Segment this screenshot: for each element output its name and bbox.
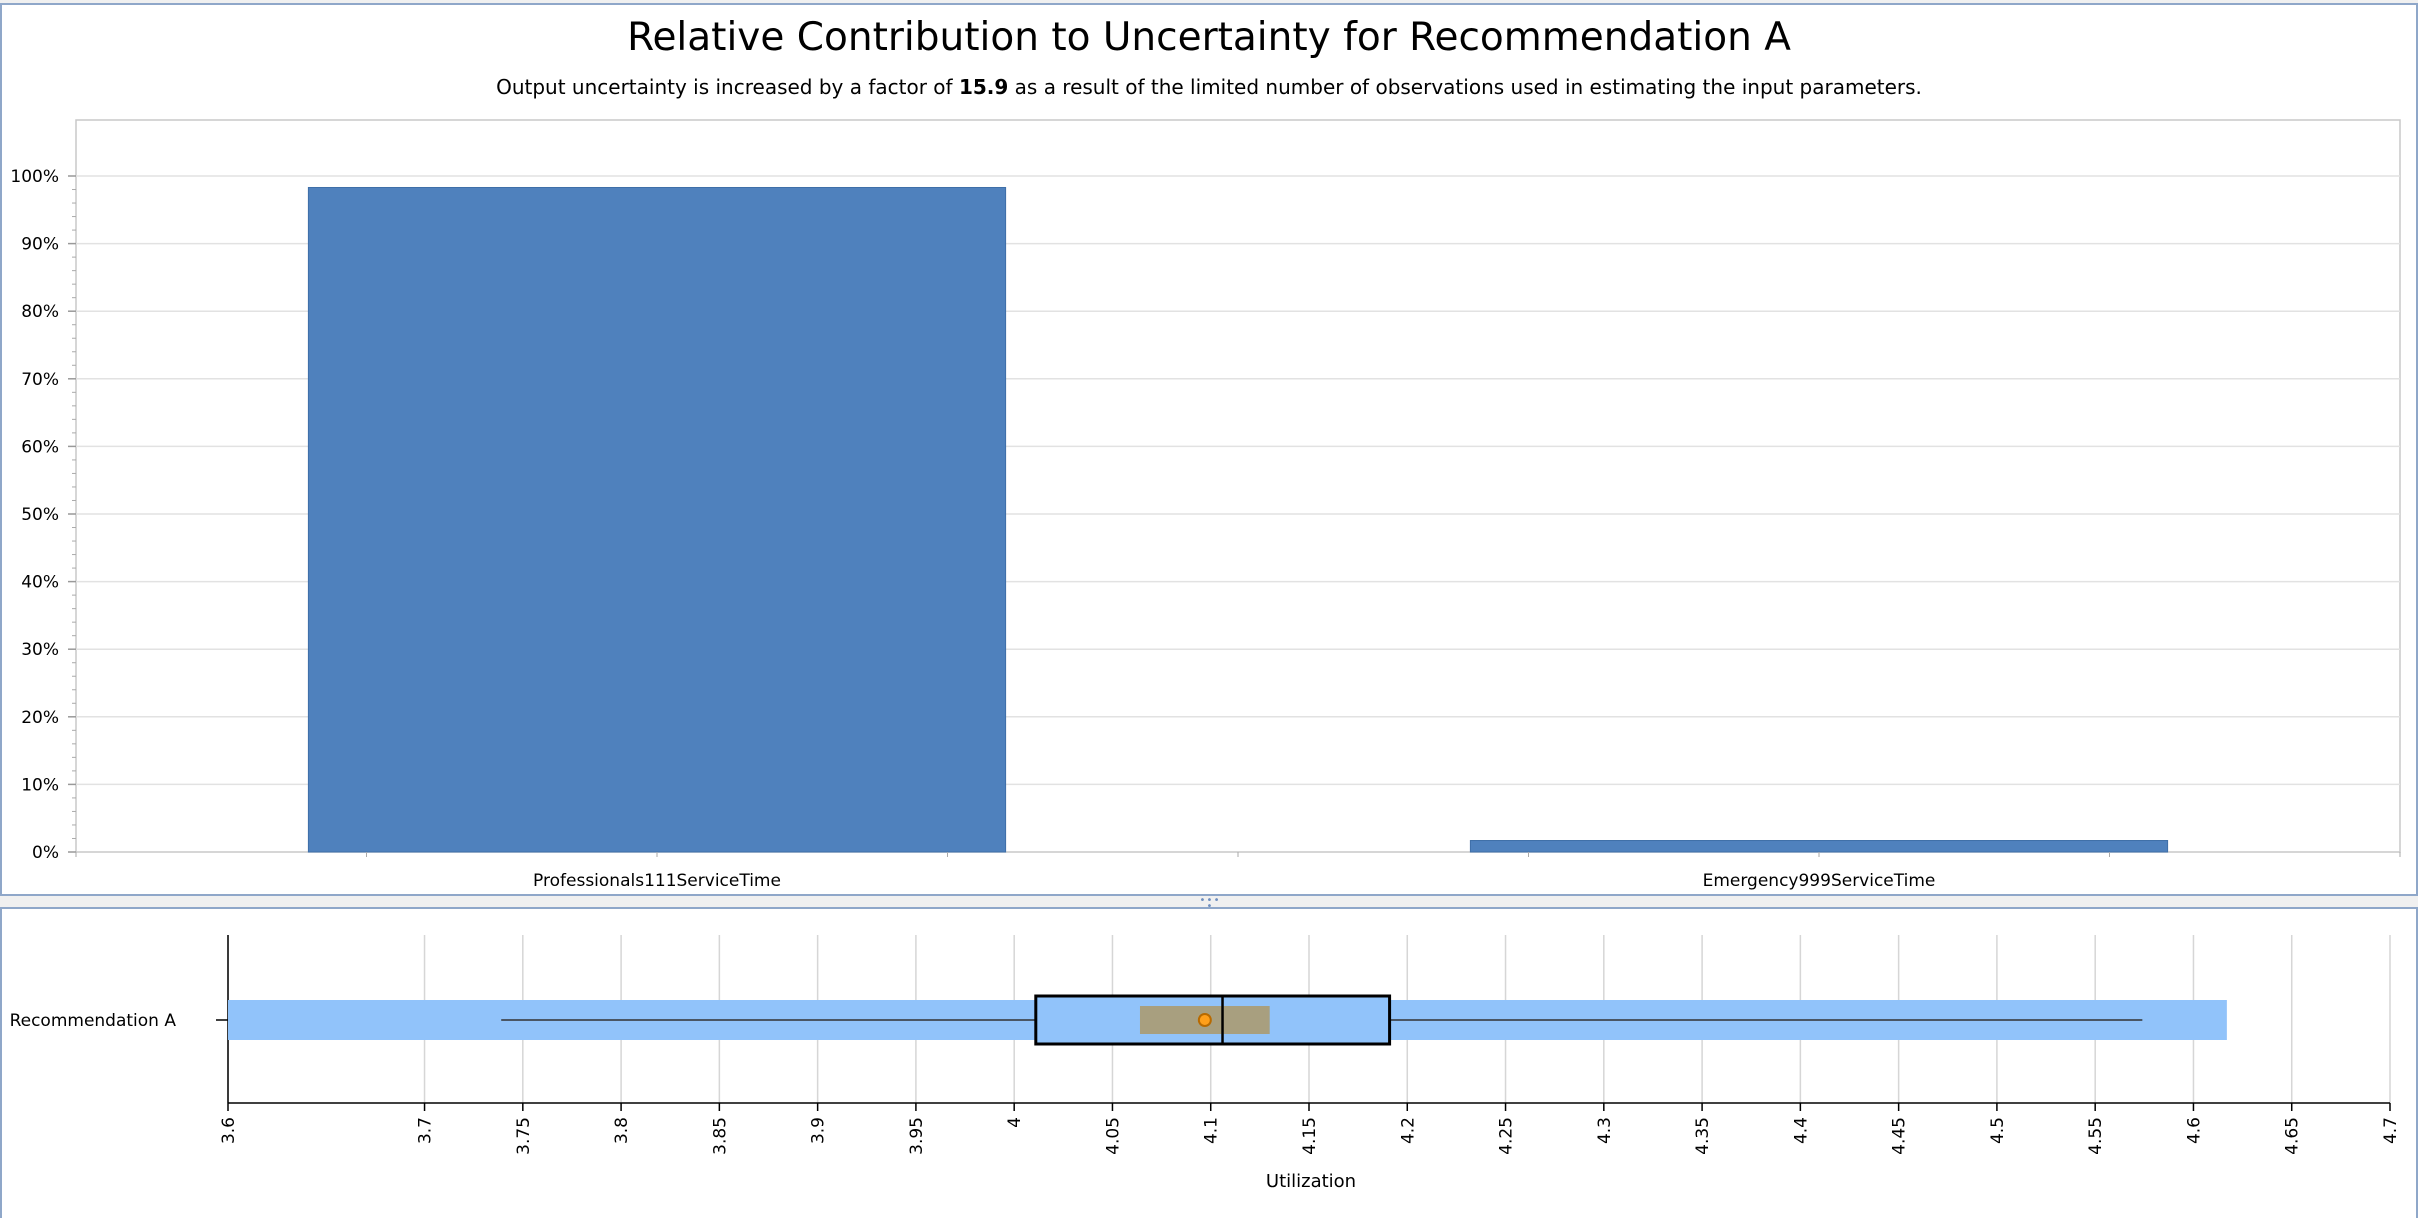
x-tick-label: 3.75 — [514, 1117, 534, 1155]
x-tick-label: 4.45 — [1890, 1117, 1910, 1155]
boxplot-panel: 3.6 3.7 3.75 3.8 3.85 3.9 3.95 4 4.05 4.1 4.15 4.2 4… — [0, 907, 2418, 1218]
y-tick-label: 10% — [21, 775, 59, 795]
x-tick-label: 4.15 — [1300, 1117, 1320, 1155]
x-tick-label: 4.7 — [2381, 1117, 2401, 1144]
iqr-box — [1034, 994, 1392, 1046]
x-axis-label: Utilization — [1266, 1171, 1356, 1192]
x-tick-label: 4.5 — [1988, 1117, 2008, 1144]
x-tick-label: 4.05 — [1103, 1117, 1123, 1155]
y-tick-label: 0% — [32, 843, 59, 863]
x-tick-label: 4.2 — [1398, 1117, 1418, 1144]
x-tick-label: 4 — [1005, 1117, 1025, 1128]
bar-chart: 0% 10% 20% 30% 40% 50% 60% 70% 80% 90% 100% Profess… — [10, 119, 2401, 891]
x-tick-label: 4.25 — [1497, 1117, 1517, 1155]
box-plot: 3.6 3.7 3.75 3.8 3.85 3.9 3.95 4 4.05 4.1 4.15 4.2 4… — [10, 935, 2401, 1192]
x-tick-label: 3.6 — [219, 1117, 239, 1144]
y-tick-label: 50% — [21, 505, 59, 525]
chart-title: Relative Contribution to Uncertainty for… — [627, 15, 1791, 60]
y-tick-label: 70% — [21, 370, 59, 390]
x-tick-label: 4.55 — [2086, 1117, 2106, 1155]
x-tick-label: 3.9 — [809, 1117, 829, 1144]
y-tick-label: 30% — [21, 640, 59, 660]
contribution-chart-panel: Relative Contribution to Uncertainty for… — [0, 3, 2418, 896]
x-tick-label: 3.95 — [907, 1117, 927, 1155]
y-tick-label: 60% — [21, 437, 59, 457]
x-tick-label: 3.7 — [416, 1117, 436, 1144]
y-tick-label: 90% — [21, 235, 59, 255]
category-label: Recommendation A — [10, 1011, 177, 1031]
x-tick-label: Emergency999ServiceTime — [1703, 871, 1936, 891]
y-tick-label: 100% — [10, 167, 59, 187]
uncertainty-factor: 15.9 — [958, 75, 1009, 99]
y-tick-label: 40% — [21, 573, 59, 593]
x-tick-label: 4.3 — [1595, 1117, 1615, 1144]
x-tick-label: 4.4 — [1791, 1117, 1811, 1144]
bar — [1469, 840, 2169, 853]
x-tick-label: 3.8 — [612, 1117, 632, 1144]
subtitle-prefix: Output uncertainty is increased by a fac… — [496, 75, 953, 99]
x-tick-label: 4.6 — [2184, 1117, 2204, 1144]
chart-subtitle: Output uncertainty is increased by a fac… — [2, 75, 2416, 99]
x-tick-label: Professionals111ServiceTime — [533, 871, 781, 891]
y-tick-label: 20% — [21, 708, 59, 728]
panel-splitter-handle[interactable]: • • • • — [1199, 895, 1219, 912]
y-tick-label: 80% — [21, 302, 59, 322]
subtitle-suffix: as a result of the limited number of obs… — [1014, 75, 1922, 99]
bar — [307, 186, 1007, 853]
mean-marker — [1197, 1013, 1212, 1027]
x-tick-label: 4.65 — [2283, 1117, 2303, 1155]
x-tick-label: 4.35 — [1693, 1117, 1713, 1155]
x-tick-label: 4.1 — [1202, 1117, 1222, 1144]
x-tick-label: 3.85 — [710, 1117, 730, 1155]
